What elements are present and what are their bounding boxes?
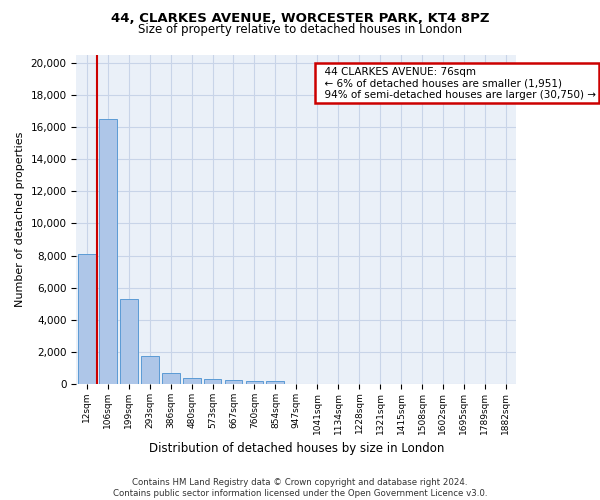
Text: Contains HM Land Registry data © Crown copyright and database right 2024.
Contai: Contains HM Land Registry data © Crown c…: [113, 478, 487, 498]
Bar: [203, 380, 221, 384]
Bar: [99, 119, 117, 384]
Bar: [162, 372, 179, 384]
Text: 44 CLARKES AVENUE: 76sqm
  ← 6% of detached houses are smaller (1,951)
  94% of : 44 CLARKES AVENUE: 76sqm ← 6% of detache…: [319, 66, 596, 100]
Text: 44, CLARKES AVENUE, WORCESTER PARK, KT4 8PZ: 44, CLARKES AVENUE, WORCESTER PARK, KT4 …: [111, 12, 489, 26]
Bar: [245, 380, 263, 384]
Bar: [78, 254, 96, 384]
Bar: [182, 378, 200, 384]
Bar: [141, 356, 158, 384]
Bar: [224, 380, 242, 384]
X-axis label: Distribution of detached houses by size in London: Distribution of detached houses by size …: [149, 442, 444, 455]
Bar: [266, 381, 284, 384]
Bar: [120, 299, 137, 384]
Y-axis label: Number of detached properties: Number of detached properties: [15, 132, 25, 307]
Text: Size of property relative to detached houses in London: Size of property relative to detached ho…: [138, 22, 462, 36]
